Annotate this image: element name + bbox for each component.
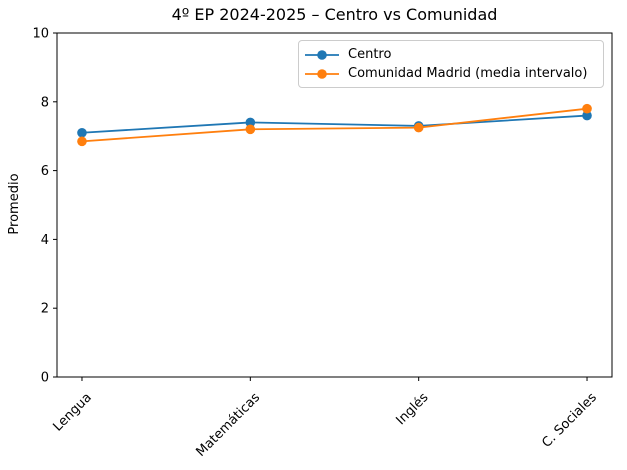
series-marker-1 [77,136,87,147]
legend-entry-0: Centro [301,45,601,64]
x-tick-label: C. Sociales [539,390,600,451]
series-line-0 [81,114,588,134]
legend-label: Comunidad Madrid (media intervalo) [348,66,588,81]
series-marker-1 [582,103,592,114]
y-tick-label: 4 [41,233,49,248]
y-tick-label: 6 [41,164,49,179]
x-tick-label: Matemáticas [193,390,263,460]
y-tick-label: 8 [41,95,49,110]
legend-swatch-icon [305,49,339,60]
y-tick-label: 10 [32,27,49,42]
legend-swatch-icon [305,68,339,79]
x-tick-label: Lengua [50,390,94,434]
x-tick-label: Inglés [394,390,432,428]
legend-label: Centro [348,47,392,62]
series-line-1 [81,107,588,143]
legend-entry-1: Comunidad Madrid (media intervalo) [301,64,601,83]
chart-title: 4º EP 2024-2025 – Centro vs Comunidad [171,5,498,24]
legend: Centro Comunidad Madrid (media intervalo) [298,40,604,88]
series-marker-1 [413,122,424,133]
series-marker-1 [245,124,256,135]
series-marker-0 [582,110,592,121]
y-tick-label: 0 [41,371,49,386]
axes-spines [56,32,613,378]
y-tick-label: 2 [41,302,49,317]
series-marker-0 [77,127,87,138]
series-marker-0 [245,117,256,128]
